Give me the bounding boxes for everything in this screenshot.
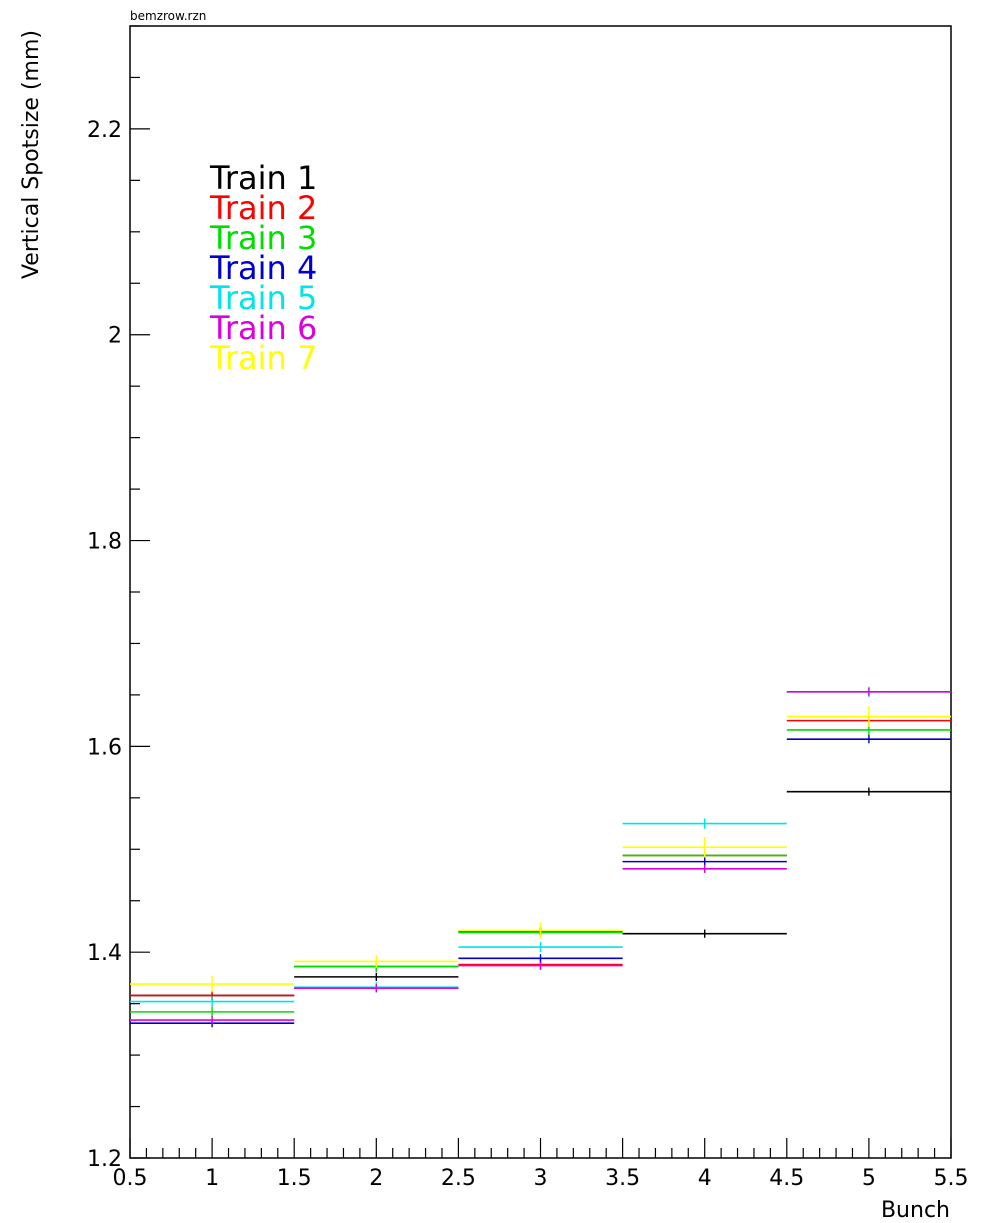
series-layer: [130, 686, 951, 1028]
file-label: bemzrow.rzn: [130, 9, 206, 23]
axis-ticks: 0.5 1 1.5 2 2.5 3 3.5 4 4.5 5 5.5 1.2 1.4 1.6 1.8 2 2.2: [87, 25, 969, 1191]
legend-entry: Train 5: [209, 279, 317, 317]
x-tick-label: 3: [534, 1166, 548, 1191]
series-7: [130, 706, 951, 993]
x-tick-label: 4: [698, 1166, 712, 1191]
x-tick-label: 1: [205, 1166, 219, 1191]
y-tick-label: 2.2: [87, 118, 122, 143]
y-tick-label: 1.6: [87, 735, 122, 760]
x-tick-label: 5: [862, 1166, 876, 1191]
legend-entry: Train 7: [209, 339, 317, 377]
x-tick-label: 3.5: [605, 1166, 640, 1191]
series-3: [130, 724, 951, 1018]
x-tick-label: 0.5: [113, 1166, 148, 1191]
y-tick-label: 1.2: [87, 1147, 122, 1172]
x-tick-label: 1.5: [277, 1166, 312, 1191]
x-tick-label: 5.5: [934, 1166, 969, 1191]
legend-entry: Train 6: [209, 309, 317, 347]
x-tick-label: 2.5: [441, 1166, 476, 1191]
x-tick-label: 4.5: [769, 1166, 804, 1191]
y-tick-label: 2: [108, 324, 122, 349]
y-tick-label: 1.8: [87, 530, 122, 555]
y-tick-label: 1.4: [87, 941, 122, 966]
legend-entry: Train 1: [209, 159, 317, 197]
legend-entry: Train 3: [209, 219, 317, 257]
x-tick-label: 2: [369, 1166, 383, 1191]
legend-entry: Train 4: [209, 249, 317, 287]
x-axis-label: Bunch: [881, 1198, 950, 1223]
y-axis-label: Vertical Spotsize (mm): [19, 30, 44, 279]
series-6: [130, 687, 951, 1025]
legend-entry: Train 2: [209, 189, 317, 227]
